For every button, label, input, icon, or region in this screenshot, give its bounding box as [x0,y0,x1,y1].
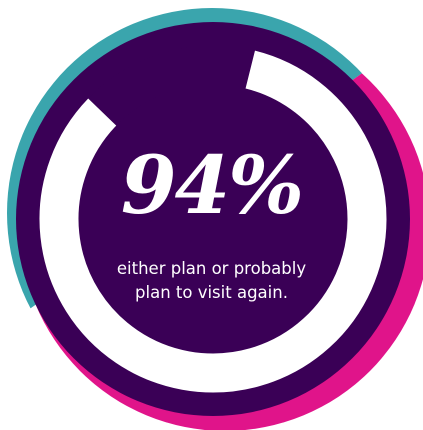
ring-value-arc [39,50,387,393]
ring-remaining-track [88,45,255,126]
stat-value: 94% [120,138,304,232]
stat-caption: either plan or probably plan to visit ag… [0,257,423,305]
stat-caption-line-2: plan to visit again. [135,283,288,302]
stat-caption-line-1: either plan or probably [116,259,307,278]
